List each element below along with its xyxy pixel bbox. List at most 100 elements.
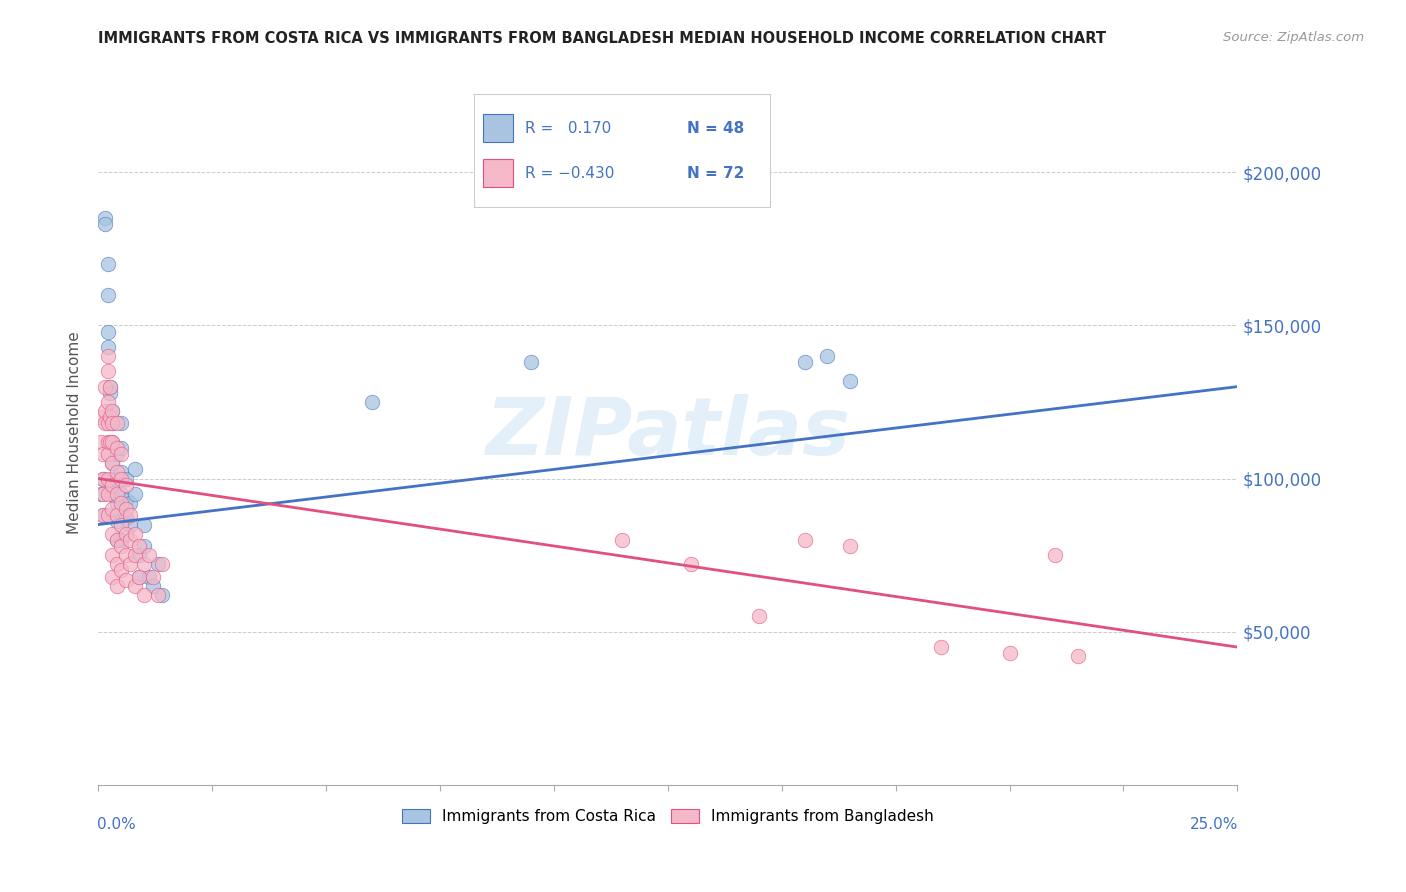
Point (114, 502, 136, 516)
Point (110, 533, 132, 547)
Legend: Immigrants from Costa Rica, Immigrants from Bangladesh: Immigrants from Costa Rica, Immigrants f… (396, 803, 939, 830)
Point (110, 447, 132, 461)
Point (101, 456, 124, 470)
Point (146, 558, 169, 572)
Point (101, 487, 124, 501)
Text: ZIPatlas: ZIPatlas (485, 393, 851, 472)
Point (96, 508, 118, 523)
Point (360, 395, 382, 409)
Point (91, 508, 114, 523)
Point (815, 349, 838, 363)
Y-axis label: Median Household Income: Median Household Income (67, 331, 83, 534)
Point (101, 456, 124, 470)
Point (98, 410, 121, 425)
Point (91, 472, 114, 486)
Point (105, 466, 128, 480)
Point (91, 472, 114, 486)
Point (101, 477, 124, 491)
Point (128, 539, 150, 553)
Point (91, 487, 114, 501)
Point (120, 508, 142, 523)
Point (120, 517, 142, 532)
Point (96, 349, 118, 363)
Point (94, 217, 117, 231)
Point (1043, 548, 1066, 562)
Point (150, 588, 173, 602)
Point (105, 508, 128, 523)
Point (114, 477, 136, 491)
Point (114, 573, 136, 587)
Point (114, 493, 136, 508)
Point (110, 517, 132, 532)
Point (124, 487, 146, 501)
Point (110, 508, 132, 523)
Point (101, 417, 124, 431)
Point (110, 417, 132, 431)
Point (132, 517, 155, 532)
Point (124, 526, 146, 541)
Point (96, 364, 118, 378)
Point (101, 548, 124, 562)
Point (679, 558, 702, 572)
Point (142, 579, 165, 593)
Point (105, 533, 128, 547)
Point (120, 558, 142, 572)
Point (839, 539, 862, 553)
Text: 25.0%: 25.0% (1189, 817, 1239, 831)
Point (110, 441, 132, 455)
Point (89, 410, 111, 425)
Point (90, 487, 112, 501)
Point (146, 588, 169, 602)
Point (110, 564, 132, 578)
Point (105, 447, 128, 461)
Point (114, 526, 136, 541)
Point (101, 417, 124, 431)
Point (94, 417, 117, 431)
Point (96, 447, 118, 461)
Point (142, 569, 165, 583)
Point (105, 533, 128, 547)
Point (839, 374, 862, 388)
Point (96, 257, 118, 271)
Point (91, 447, 114, 461)
Point (128, 548, 150, 562)
Text: Source: ZipAtlas.com: Source: ZipAtlas.com (1223, 31, 1364, 45)
Point (124, 579, 146, 593)
Point (101, 472, 124, 486)
Point (110, 496, 132, 510)
Point (98, 385, 121, 400)
Point (929, 640, 952, 654)
Point (998, 646, 1021, 660)
Point (105, 496, 128, 510)
Text: IMMIGRANTS FROM COSTA RICA VS IMMIGRANTS FROM BANGLADESH MEDIAN HOUSEHOLD INCOME: IMMIGRANTS FROM COSTA RICA VS IMMIGRANTS… (98, 31, 1107, 46)
Point (105, 417, 128, 431)
Point (120, 496, 142, 510)
Point (124, 462, 146, 476)
Point (612, 533, 634, 547)
Point (91, 508, 114, 523)
Point (96, 487, 118, 501)
Point (793, 355, 815, 369)
Point (128, 569, 150, 583)
Point (132, 558, 155, 572)
Point (105, 487, 128, 501)
Point (101, 434, 124, 449)
Point (98, 379, 121, 393)
Point (96, 287, 118, 301)
Point (101, 526, 124, 541)
Point (138, 548, 160, 562)
Point (101, 502, 124, 516)
Point (94, 379, 117, 393)
Point (124, 548, 146, 562)
Point (94, 404, 117, 418)
Point (110, 487, 132, 501)
Point (94, 211, 117, 226)
Point (128, 569, 150, 583)
Point (105, 558, 128, 572)
Point (96, 395, 118, 409)
Point (105, 579, 128, 593)
Point (520, 355, 543, 369)
Point (96, 325, 118, 339)
Point (105, 472, 128, 486)
Point (101, 434, 124, 449)
